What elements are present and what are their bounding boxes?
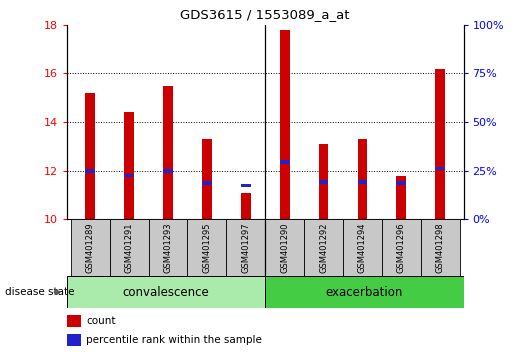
Bar	[149, 219, 187, 276]
Bar	[67, 334, 81, 346]
Bar	[357, 180, 367, 184]
Bar	[304, 219, 343, 276]
Text: GSM401291: GSM401291	[125, 223, 134, 273]
Bar	[435, 166, 445, 170]
Bar	[227, 219, 265, 276]
Text: convalescence: convalescence	[123, 286, 210, 298]
Bar	[67, 276, 265, 308]
Bar	[265, 276, 464, 308]
Bar	[85, 93, 95, 219]
Text: percentile rank within the sample: percentile rank within the sample	[87, 335, 262, 345]
Text: GSM401290: GSM401290	[280, 223, 289, 273]
Bar	[435, 69, 445, 219]
Bar	[241, 184, 251, 187]
Text: exacerbation: exacerbation	[325, 286, 403, 298]
Bar	[163, 169, 173, 173]
Bar	[357, 139, 367, 219]
Text: GSM401292: GSM401292	[319, 223, 328, 273]
Text: GSM401296: GSM401296	[397, 222, 406, 273]
Bar	[124, 113, 134, 219]
Text: GSM401293: GSM401293	[164, 222, 173, 273]
Text: count: count	[87, 316, 116, 326]
Bar	[280, 160, 289, 164]
Bar	[71, 219, 110, 276]
Bar	[319, 144, 329, 219]
Text: GSM401298: GSM401298	[436, 222, 444, 273]
Text: GSM401295: GSM401295	[202, 223, 212, 273]
Bar	[397, 181, 406, 185]
Bar	[343, 219, 382, 276]
Title: GDS3615 / 1553089_a_at: GDS3615 / 1553089_a_at	[180, 8, 350, 21]
Bar	[124, 174, 134, 177]
Bar	[265, 219, 304, 276]
Bar	[397, 176, 406, 219]
Bar	[319, 180, 329, 184]
Bar	[163, 86, 173, 219]
Bar	[202, 139, 212, 219]
Bar	[67, 315, 81, 327]
Bar	[85, 169, 95, 173]
Bar	[382, 219, 421, 276]
Bar	[421, 219, 459, 276]
Text: GSM401289: GSM401289	[86, 222, 95, 273]
Bar	[110, 219, 149, 276]
Text: GSM401297: GSM401297	[242, 222, 250, 273]
Bar	[280, 30, 289, 219]
Text: disease state: disease state	[5, 287, 75, 297]
Bar	[202, 181, 212, 185]
Bar	[241, 193, 251, 219]
Text: GSM401294: GSM401294	[358, 223, 367, 273]
Bar	[187, 219, 227, 276]
